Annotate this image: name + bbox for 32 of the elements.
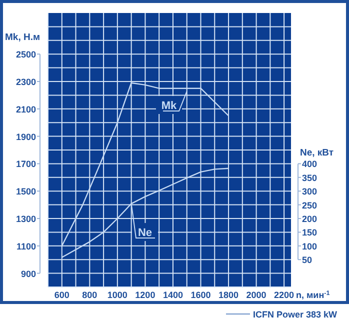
- x-tick-label: 1800: [218, 290, 239, 300]
- y-tick-label: 2500: [16, 50, 36, 60]
- y2-tick-label: 300: [302, 186, 318, 197]
- y2-tick-label: 150: [302, 228, 318, 238]
- y-tick-label: 900: [20, 268, 36, 279]
- y2-tick-label: 400: [302, 159, 318, 170]
- x-tick-label: 2200: [274, 290, 294, 300]
- y2-axis-title: Ne, кВт: [300, 148, 334, 159]
- y2-tick-label: 200: [302, 214, 318, 224]
- x-tick-label: 1400: [162, 290, 183, 300]
- x-tick-label: 800: [82, 290, 98, 300]
- y-tick-label: 1700: [16, 159, 36, 170]
- text: ICFN Power 383 kW: [253, 310, 338, 320]
- series-label: Mk: [161, 100, 178, 112]
- y2-tick-label: 50: [302, 255, 312, 266]
- x-tick-label: 1600: [190, 290, 211, 300]
- y-tick-label: 1900: [16, 132, 36, 142]
- y-axis-title: Mk, Н.м: [5, 32, 40, 43]
- x-axis-title: n, мин$^{-1}$: [296, 290, 330, 300]
- x-tick-label: 600: [54, 290, 70, 300]
- y-tick-label: 1300: [16, 214, 36, 224]
- y-tick-label: 1500: [16, 186, 36, 197]
- x-tick-label: 1000: [107, 290, 128, 300]
- y-tick-label: 1100: [16, 241, 36, 252]
- x-tick-label: 1200: [135, 290, 156, 300]
- y2-tick-label: 350: [302, 172, 318, 183]
- y2-tick-label: 250: [302, 200, 318, 210]
- x-tick-label: 2000: [246, 290, 266, 300]
- y2-tick-label: 100: [302, 241, 318, 252]
- y-tick-label: 2100: [16, 104, 36, 114]
- y-tick-label: 2300: [16, 77, 36, 87]
- series-label: Ne: [138, 227, 152, 239]
